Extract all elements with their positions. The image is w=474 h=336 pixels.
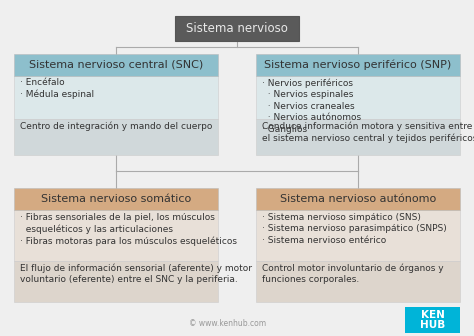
Text: · Encéfalo
· Médula espinal: · Encéfalo · Médula espinal (20, 78, 94, 99)
Text: · Sistema nervioso simpático (SNS)
· Sistema nervioso parasimpático (SNPS)
· Sis: · Sistema nervioso simpático (SNS) · Sis… (262, 213, 447, 245)
Bar (256, 54, 460, 76)
Text: Control motor involuntario de órganos y
funciones corporales.: Control motor involuntario de órganos y … (262, 263, 443, 285)
Bar (256, 76, 460, 119)
Bar (14, 188, 218, 210)
Bar (175, 16, 299, 41)
Text: KEN
HUB: KEN HUB (420, 310, 445, 330)
Text: Sistema nervioso autónomo: Sistema nervioso autónomo (280, 194, 436, 204)
Text: · Nervios periféricos
  · Nervios espinales
  · Nervios craneales
  · Nervios au: · Nervios periféricos · Nervios espinale… (262, 78, 361, 134)
Text: Conduce información motora y sensitiva entre
el sistema nervioso central y tejid: Conduce información motora y sensitiva e… (262, 122, 474, 143)
Bar (256, 261, 460, 302)
Text: Sistema nervioso: Sistema nervioso (186, 22, 288, 35)
Bar (256, 119, 460, 155)
Text: © www.kenhub.com: © www.kenhub.com (189, 319, 266, 328)
Text: · Fibras sensoriales de la piel, los músculos
  esqueléticos y las articulacione: · Fibras sensoriales de la piel, los mús… (20, 213, 237, 246)
Bar (14, 119, 218, 155)
Text: Centro de integración y mando del cuerpo: Centro de integración y mando del cuerpo (20, 122, 212, 131)
Text: El flujo de información sensorial (aferente) y motor
voluntario (eferente) entre: El flujo de información sensorial (afere… (20, 263, 252, 285)
Text: Sistema nervioso central (SNC): Sistema nervioso central (SNC) (29, 60, 203, 70)
Bar (14, 54, 218, 76)
Bar (14, 76, 218, 119)
Text: Sistema nervioso periférico (SNP): Sistema nervioso periférico (SNP) (264, 59, 452, 70)
Bar (405, 307, 460, 333)
Bar (256, 210, 460, 261)
Bar (256, 188, 460, 210)
Text: Sistema nervioso somático: Sistema nervioso somático (41, 194, 191, 204)
Bar (14, 210, 218, 261)
Bar (14, 261, 218, 302)
